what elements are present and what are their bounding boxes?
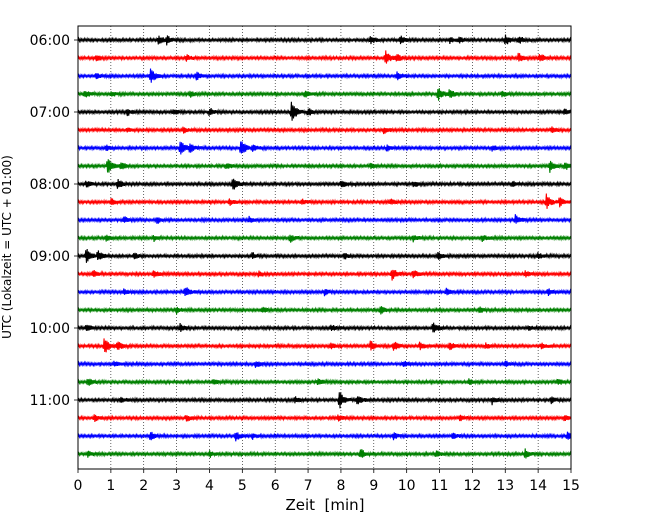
x-tick-label: 6 bbox=[271, 478, 280, 494]
x-axis-label: Zeit [min] bbox=[285, 496, 364, 514]
y-tick-label: 10:00 bbox=[30, 321, 70, 337]
seismic-trace-0700 bbox=[77, 101, 572, 121]
seismic-trace-1045 bbox=[77, 378, 572, 386]
seismic-trace-1100 bbox=[77, 392, 572, 409]
seismic-trace-0900 bbox=[77, 248, 572, 263]
seismic-trace-0830 bbox=[77, 214, 572, 224]
seismic-trace-1030 bbox=[77, 360, 572, 368]
seismic-trace-0715 bbox=[77, 126, 572, 135]
x-tick-label: 15 bbox=[562, 478, 580, 494]
plot-frame bbox=[77, 25, 572, 470]
y-tick-label: 07:00 bbox=[30, 105, 70, 121]
seismic-trace-1015 bbox=[77, 338, 572, 353]
x-tick-label: 12 bbox=[463, 478, 481, 494]
seismic-trace-0630 bbox=[77, 68, 572, 83]
x-tick-label: 3 bbox=[172, 478, 181, 494]
y-tick-label: 11:00 bbox=[30, 393, 70, 409]
seismic-trace-1130 bbox=[77, 431, 572, 442]
y-tick-label: 08:00 bbox=[30, 177, 70, 193]
x-tick-label: 4 bbox=[205, 478, 214, 494]
seismic-trace-0600 bbox=[77, 34, 572, 46]
x-tick-label: 5 bbox=[238, 478, 247, 494]
seismic-trace-0930 bbox=[77, 287, 572, 297]
seismic-trace-0745 bbox=[77, 159, 572, 173]
x-tick-label: 7 bbox=[304, 478, 313, 494]
trace-lines bbox=[77, 34, 572, 459]
seismic-trace-0815 bbox=[77, 193, 572, 209]
x-tick-label: 1 bbox=[106, 478, 115, 494]
seismic-trace-0800 bbox=[77, 178, 572, 190]
x-tick-label: 0 bbox=[74, 478, 83, 494]
x-tick-label: 2 bbox=[139, 478, 148, 494]
seismic-trace-0645 bbox=[77, 88, 572, 101]
y-axis-label: UTC (Lokalzeit = UTC + 01:00) bbox=[0, 155, 14, 339]
x-axis-ticks: 0 1 2 3 4 5 6 7 8 9 10 11 12 13 14 15 bbox=[74, 469, 580, 494]
x-tick-label: 9 bbox=[369, 478, 378, 494]
x-tick-label: 10 bbox=[398, 478, 416, 494]
seismic-trace-0915 bbox=[77, 269, 572, 281]
x-tick-label: 11 bbox=[431, 478, 449, 494]
seismic-trace-1000 bbox=[77, 322, 572, 333]
x-tick-label: 14 bbox=[529, 478, 547, 494]
y-axis-ticks: 06:00 07:00 08:00 09:00 10:00 11:00 bbox=[30, 33, 78, 409]
seismic-trace-1115 bbox=[77, 414, 572, 423]
seismic-trace-0730 bbox=[77, 141, 572, 155]
seismic-trace-0845 bbox=[77, 234, 572, 243]
seismic-trace-0615 bbox=[77, 50, 572, 64]
seismic-trace-0945 bbox=[77, 306, 572, 315]
seismic-trace-1145 bbox=[77, 448, 572, 459]
x-tick-label: 13 bbox=[496, 478, 514, 494]
x-tick-label: 8 bbox=[336, 478, 345, 494]
y-tick-label: 09:00 bbox=[30, 249, 70, 265]
y-tick-label: 06:00 bbox=[30, 33, 70, 49]
